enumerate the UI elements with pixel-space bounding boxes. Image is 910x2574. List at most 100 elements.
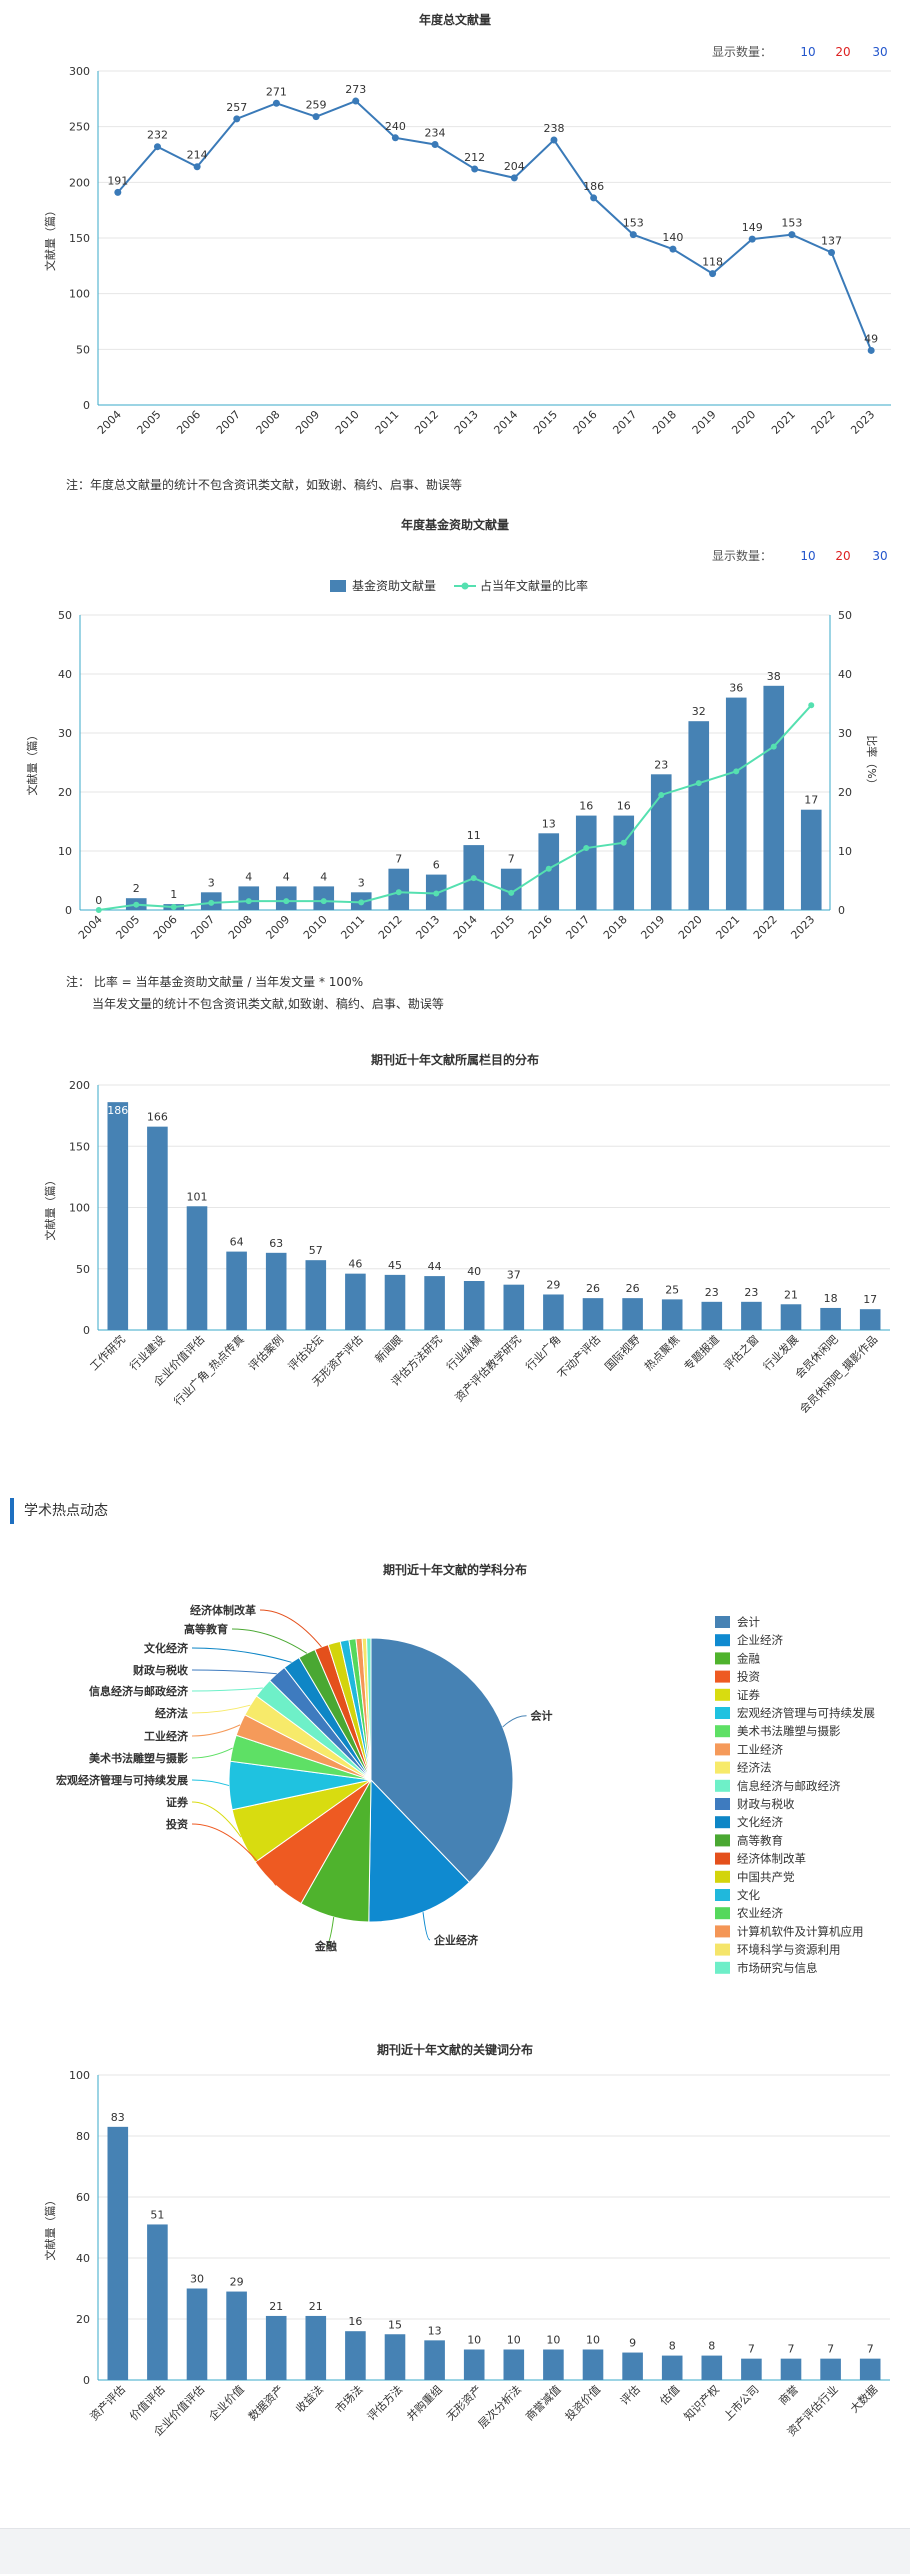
pie-legend-label[interactable]: 美术书法雕塑与摄影 bbox=[737, 1724, 841, 1738]
keywords-bar[interactable] bbox=[701, 2355, 723, 2380]
pie-legend-swatch[interactable] bbox=[715, 1834, 730, 1847]
keywords-bar[interactable] bbox=[859, 2358, 881, 2380]
columns-bar[interactable] bbox=[543, 1294, 564, 1330]
keywords-bar[interactable] bbox=[543, 2349, 564, 2381]
keywords-bar[interactable] bbox=[741, 2358, 762, 2380]
fund-bar[interactable] bbox=[613, 815, 635, 910]
pie-legend-label[interactable]: 宏观经济管理与可持续发展 bbox=[737, 1706, 875, 1720]
pie-legend-swatch[interactable] bbox=[715, 1761, 730, 1774]
fund-ratio-point[interactable] bbox=[395, 889, 402, 896]
fund-ratio-point[interactable] bbox=[95, 907, 102, 913]
keywords-bar[interactable] bbox=[384, 2334, 406, 2380]
pie-legend-label[interactable]: 环境科学与资源利用 bbox=[737, 1943, 841, 1957]
annual-point[interactable] bbox=[867, 346, 875, 354]
columns-bar[interactable] bbox=[622, 1298, 643, 1330]
keywords-bar[interactable] bbox=[661, 2355, 683, 2380]
annual-point[interactable] bbox=[590, 194, 598, 202]
pie-legend-swatch[interactable] bbox=[715, 1670, 730, 1683]
annual-point[interactable] bbox=[669, 245, 677, 253]
pie-legend-label[interactable]: 投资 bbox=[737, 1670, 760, 1684]
annual-point[interactable] bbox=[114, 188, 122, 196]
keywords-bar[interactable] bbox=[503, 2349, 525, 2381]
fund-ratio-point[interactable] bbox=[245, 898, 252, 905]
fund-ratio-point[interactable] bbox=[808, 702, 815, 709]
fund-bar[interactable] bbox=[800, 809, 822, 910]
fund-bar[interactable] bbox=[763, 685, 785, 910]
fund-bar[interactable] bbox=[650, 774, 672, 910]
pie-legend-swatch[interactable] bbox=[715, 1816, 730, 1829]
pie-legend-label[interactable]: 金融 bbox=[737, 1651, 760, 1665]
pie-legend-label[interactable]: 农业经济 bbox=[737, 1906, 783, 1920]
pie-legend-swatch[interactable] bbox=[715, 1961, 730, 1974]
fund-show-count-10[interactable]: 10 bbox=[800, 549, 815, 563]
keywords-bar[interactable] bbox=[424, 2340, 445, 2380]
fund-bar[interactable] bbox=[500, 868, 522, 910]
columns-bar[interactable] bbox=[265, 1252, 287, 1330]
keywords-bar[interactable] bbox=[820, 2358, 841, 2380]
fund-ratio-point[interactable] bbox=[545, 865, 552, 872]
pie-legend-swatch[interactable] bbox=[715, 1925, 730, 1938]
annual-point[interactable] bbox=[431, 140, 439, 148]
fund-ratio-point[interactable] bbox=[320, 898, 327, 905]
columns-bar[interactable] bbox=[107, 1102, 129, 1330]
columns-bar[interactable] bbox=[147, 1126, 168, 1330]
annual-point[interactable] bbox=[193, 163, 201, 171]
pie-legend-swatch[interactable] bbox=[715, 1652, 730, 1665]
columns-bar[interactable] bbox=[305, 1260, 327, 1330]
pie-legend-label[interactable]: 经济体制改革 bbox=[737, 1852, 806, 1866]
keywords-bar[interactable] bbox=[226, 2291, 247, 2380]
pie-legend-swatch[interactable] bbox=[715, 1743, 730, 1756]
pie-slice[interactable] bbox=[370, 1637, 514, 1884]
keywords-bar[interactable] bbox=[780, 2358, 802, 2380]
annual-point[interactable] bbox=[272, 99, 280, 107]
pie-legend-label[interactable]: 工业经济 bbox=[737, 1742, 783, 1756]
annual-point[interactable] bbox=[748, 235, 756, 243]
fund-ratio-point[interactable] bbox=[620, 839, 627, 846]
fund-ratio-point[interactable] bbox=[770, 743, 777, 750]
fund-ratio-point[interactable] bbox=[433, 890, 440, 897]
fund-show-count-30[interactable]: 30 bbox=[872, 549, 887, 563]
columns-bar[interactable] bbox=[463, 1281, 485, 1330]
pie-legend-swatch[interactable] bbox=[715, 1889, 730, 1901]
annual-show-count-20[interactable]: 20 bbox=[835, 45, 850, 59]
keywords-bar[interactable] bbox=[147, 2224, 168, 2380]
pie-legend-swatch[interactable] bbox=[715, 1852, 730, 1865]
columns-bar[interactable] bbox=[780, 1304, 802, 1330]
columns-bar[interactable] bbox=[859, 1309, 881, 1330]
annual-point[interactable] bbox=[828, 248, 836, 256]
annual-point[interactable] bbox=[352, 97, 360, 105]
pie-legend-swatch[interactable] bbox=[715, 1798, 730, 1810]
fund-bar[interactable] bbox=[575, 815, 597, 910]
keywords-bar[interactable] bbox=[582, 2349, 604, 2381]
annual-show-count-10[interactable]: 10 bbox=[800, 45, 815, 59]
pie-legend-label[interactable]: 企业经济 bbox=[737, 1633, 783, 1647]
annual-point[interactable] bbox=[510, 174, 518, 182]
pie-legend-swatch[interactable] bbox=[715, 1707, 730, 1719]
columns-bar[interactable] bbox=[424, 1276, 445, 1330]
pie-legend-label[interactable]: 计算机软件及计算机应用 bbox=[737, 1924, 864, 1938]
pie-legend-swatch[interactable] bbox=[715, 1616, 730, 1628]
columns-bar[interactable] bbox=[226, 1251, 247, 1330]
keywords-bar[interactable] bbox=[107, 2126, 129, 2380]
fund-legend-line-label[interactable]: 占当年文献量的比率 bbox=[480, 578, 588, 593]
fund-show-count-20[interactable]: 20 bbox=[835, 549, 850, 563]
annual-point[interactable] bbox=[312, 113, 320, 121]
pie-legend-label[interactable]: 文化 bbox=[737, 1888, 760, 1902]
pie-legend-swatch[interactable] bbox=[715, 1779, 730, 1792]
annual-point[interactable] bbox=[233, 115, 241, 123]
annual-point[interactable] bbox=[153, 143, 161, 151]
keywords-bar[interactable] bbox=[345, 2331, 366, 2380]
columns-bar[interactable] bbox=[503, 1284, 525, 1330]
pie-legend-swatch[interactable] bbox=[715, 1907, 730, 1920]
fund-bar[interactable] bbox=[688, 721, 710, 910]
keywords-bar[interactable] bbox=[622, 2352, 643, 2380]
columns-bar[interactable] bbox=[384, 1274, 406, 1330]
pie-legend-label[interactable]: 证券 bbox=[737, 1688, 760, 1702]
pie-legend-label[interactable]: 高等教育 bbox=[737, 1833, 783, 1847]
annual-point[interactable] bbox=[471, 165, 479, 173]
annual-point[interactable] bbox=[550, 136, 558, 144]
fund-ratio-point[interactable] bbox=[208, 899, 215, 906]
fund-legend-bar-label[interactable]: 基金资助文献量 bbox=[352, 578, 436, 593]
pie-legend-label[interactable]: 会计 bbox=[737, 1615, 760, 1629]
columns-bar[interactable] bbox=[582, 1298, 604, 1330]
